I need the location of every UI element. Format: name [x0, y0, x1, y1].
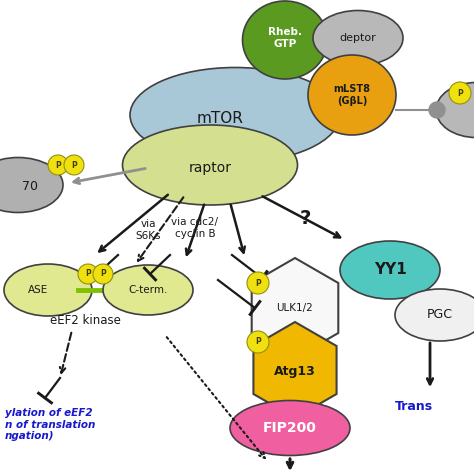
Text: PGC: PGC	[427, 309, 453, 321]
Text: via cdc2/
cyclin B: via cdc2/ cyclin B	[172, 217, 219, 239]
Ellipse shape	[313, 10, 403, 65]
Polygon shape	[254, 322, 337, 418]
Text: ASE: ASE	[28, 285, 48, 295]
Text: Trans: Trans	[395, 400, 433, 413]
Text: mTOR: mTOR	[197, 110, 244, 126]
Text: P: P	[255, 279, 261, 288]
Ellipse shape	[340, 241, 440, 299]
Ellipse shape	[122, 125, 298, 205]
Circle shape	[247, 331, 269, 353]
Ellipse shape	[243, 1, 328, 79]
Ellipse shape	[230, 401, 350, 456]
Text: 70: 70	[22, 181, 38, 193]
Text: mLST8
(GβL): mLST8 (GβL)	[334, 84, 371, 106]
Text: FIP200: FIP200	[263, 421, 317, 435]
Ellipse shape	[308, 55, 396, 135]
Text: P: P	[85, 270, 91, 279]
Ellipse shape	[395, 289, 474, 341]
Ellipse shape	[436, 82, 474, 137]
Text: via
S6Ks: via S6Ks	[135, 219, 161, 241]
Ellipse shape	[103, 265, 193, 315]
Ellipse shape	[130, 67, 340, 163]
Text: deptor: deptor	[340, 33, 376, 43]
Circle shape	[449, 82, 471, 104]
Circle shape	[93, 264, 113, 284]
Circle shape	[64, 155, 84, 175]
Text: P: P	[255, 337, 261, 346]
Circle shape	[78, 264, 98, 284]
Text: Atg13: Atg13	[274, 365, 316, 379]
Text: Rheb.
GTP: Rheb. GTP	[268, 27, 302, 49]
Text: P: P	[55, 161, 61, 170]
Circle shape	[48, 155, 68, 175]
Text: YY1: YY1	[374, 263, 406, 277]
Polygon shape	[252, 258, 338, 358]
Text: raptor: raptor	[189, 161, 231, 175]
Text: eEF2 kinase: eEF2 kinase	[50, 313, 120, 327]
Text: P: P	[457, 89, 463, 98]
Circle shape	[247, 272, 269, 294]
Text: P: P	[100, 270, 106, 279]
Ellipse shape	[0, 157, 63, 212]
Text: ?: ?	[299, 209, 310, 228]
Text: ULK1/2: ULK1/2	[277, 303, 313, 313]
Circle shape	[429, 102, 445, 118]
Text: P: P	[71, 161, 77, 170]
Text: ylation of eEF2
n of translation
ngation): ylation of eEF2 n of translation ngation…	[5, 408, 95, 441]
Text: C-term.: C-term.	[128, 285, 168, 295]
Ellipse shape	[4, 264, 92, 316]
